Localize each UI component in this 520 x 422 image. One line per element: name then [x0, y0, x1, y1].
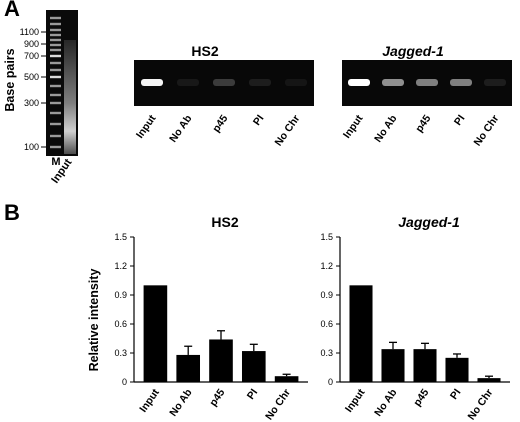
chart-y-tick-label: 1.2 [114, 261, 127, 271]
ladder-marker-band [50, 43, 61, 47]
ladder-tick-label: 1100 [20, 27, 39, 37]
chart-category-label: No Chr [263, 387, 293, 422]
chart-y-tick-label: 0 [122, 377, 127, 387]
panel-a-letter: A [4, 0, 20, 21]
ladder-marker-band [50, 145, 61, 149]
chart-bar [241, 351, 266, 382]
chart-bar [413, 349, 437, 382]
ladder-marker-band [50, 33, 61, 37]
chart-y-tick-label: 1.2 [320, 261, 333, 271]
input-smear [64, 40, 76, 154]
chart-bar [274, 376, 299, 382]
chart-bar [209, 339, 233, 382]
chart-bar [381, 349, 405, 382]
chart-jagged-1: Jagged-1 0 0.3 0.6 0.9 1.2 1.5 Input No Ab p45 PI N… [320, 214, 510, 422]
chart-ylabel: Relative intensity [87, 269, 101, 372]
ladder-marker-band [50, 134, 61, 138]
ladder-marker-band [50, 22, 61, 26]
gel-band [285, 79, 307, 86]
chart-category-label: PI [245, 387, 261, 402]
chart-y-tick-label: 1.5 [320, 232, 333, 242]
gel-jagged-1-title: Jagged-1 [382, 43, 444, 59]
chart-category-label: p45 [207, 387, 227, 409]
chart-category-label: No Ab [167, 387, 194, 419]
gel-band [213, 79, 235, 86]
ladder-marker-band [50, 75, 61, 79]
ladder-ylabel: Base pairs [3, 48, 17, 111]
chart-bar [143, 285, 168, 382]
ladder-tick-label: 300 [24, 98, 39, 108]
ladder-tick-label: 900 [24, 39, 39, 49]
ladder-marker-band [50, 101, 61, 105]
chart-y-tick-label: 0.9 [114, 290, 127, 300]
chart-bar [477, 378, 501, 382]
ladder-marker-band [50, 38, 61, 42]
ladder-marker-band [50, 111, 61, 115]
chart-y-tick-label: 1.5 [114, 232, 127, 242]
ladder-marker-band [50, 16, 61, 20]
chart-y-tick-label: 0.3 [114, 348, 127, 358]
chart-category-label: Input [137, 386, 162, 414]
ladder-marker-band [50, 84, 61, 88]
ladder-marker-band [50, 61, 61, 65]
gel-hs2-title: HS2 [191, 43, 218, 59]
chart-category-label: Input [343, 386, 368, 414]
chart-y-tick-label: 0.6 [320, 319, 333, 329]
chart-bar [445, 357, 469, 382]
gel-band [177, 79, 199, 86]
chart-title: HS2 [211, 214, 238, 230]
chart-title: Jagged-1 [398, 214, 460, 230]
chart-bar [176, 354, 201, 382]
gel-band [450, 79, 472, 86]
ladder-marker-band [50, 28, 61, 32]
chart-category-label: No Ab [372, 387, 399, 419]
chart-y-tick-label: 0.6 [114, 319, 127, 329]
gel-band [249, 79, 271, 86]
chart-category-label: No Chr [466, 387, 496, 422]
panel-b-letter: B [4, 200, 20, 225]
gel-band [484, 79, 506, 86]
ladder-marker-band [50, 122, 61, 126]
chart-category-label: PI [448, 387, 464, 402]
gel-band [141, 79, 163, 86]
chart-y-tick-label: 0.3 [320, 348, 333, 358]
ladder-tick-label: 500 [24, 72, 39, 82]
gel-band [382, 79, 404, 86]
chart-y-tick-label: 0.9 [320, 290, 333, 300]
chart-bar [349, 285, 373, 382]
ladder-lane-label-m: M [51, 156, 60, 168]
ladder-tick-label: 100 [24, 142, 39, 152]
gel-band [416, 79, 438, 86]
ladder-marker-band [50, 68, 61, 72]
gel-band [348, 79, 370, 86]
ladder-marker-band [50, 48, 61, 52]
ladder-tick-label: 700 [24, 51, 39, 61]
ladder-marker-band [50, 93, 61, 97]
chart-category-label: p45 [411, 387, 431, 409]
chart-hs2: HS2 0 0.3 0.6 0.9 1.2 1.5 Input No Ab p45 PI No Chr [114, 214, 308, 422]
chart-y-tick-label: 0 [328, 377, 333, 387]
ladder-marker-band [50, 54, 61, 58]
